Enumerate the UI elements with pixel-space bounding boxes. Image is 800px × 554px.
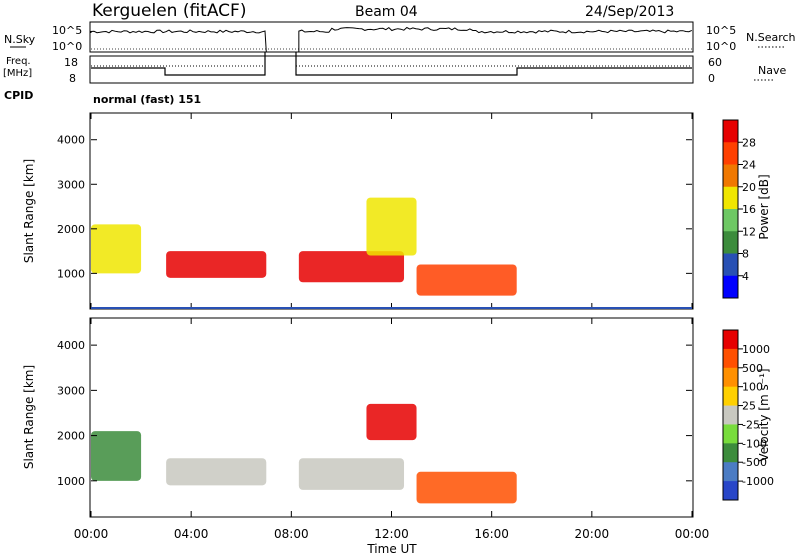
velocity-colorbar-tick-label: 1000 (742, 343, 770, 356)
velocity-colorbar-tick-label: -1000 (742, 475, 774, 488)
power-echo-region (366, 197, 417, 256)
velocity-colorbar-tick-label: 100 (742, 381, 763, 394)
power-colorbar-swatch (723, 142, 738, 165)
velocity-colorbar-swatch (723, 330, 738, 350)
nsky-label: N.Sky (4, 33, 36, 46)
power-colorbar-tick-label: 8 (742, 248, 749, 261)
freq-frame (89, 55, 694, 84)
time-tick-label: 04:00 (174, 527, 209, 541)
power-ylabel: Slant Range [km] (22, 159, 36, 263)
velocity-echo-region (366, 403, 417, 441)
velocity-echo-region (416, 471, 517, 504)
velocity-colorbar: Velocity [m s⁻¹] 1000 500 100 25 -25 -100 -500… (722, 329, 774, 501)
power-colorbar-tick-label: 20 (742, 181, 756, 194)
power-echo-region (416, 264, 517, 296)
nsky-tick-top: 10^5 (52, 24, 82, 37)
nsearch-label: N.Search (746, 31, 796, 44)
freq-panel: Freq. [MHz] 18 8 60 0 Nave (3, 52, 786, 85)
velocity-ytick-label: 2000 (57, 430, 85, 443)
power-colorbar-swatch (723, 186, 738, 210)
power-ytick-label: 2000 (57, 223, 85, 236)
power-colorbar-swatch (723, 209, 738, 232)
power-yticks: 1000 2000 3000 4000 (57, 134, 692, 280)
power-colorbar-tick-label: 28 (742, 136, 756, 149)
freq-tick-top: 18 (64, 56, 78, 69)
freq-trace (91, 52, 692, 76)
power-echoes (91, 197, 517, 296)
nave-tick-top: 60 (708, 56, 722, 69)
velocity-colorbar-swatch (723, 405, 738, 425)
velocity-colorbar-frame (722, 329, 739, 501)
velocity-colorbar-swatch (723, 367, 738, 388)
power-colorbar: Power [dB] 28 24 20 16 12 8 4 (722, 119, 771, 299)
velocity-colorbar-swatch (723, 386, 738, 407)
power-colorbar-tick-label: 16 (742, 203, 756, 216)
velocity-colorbar-tick-label: 25 (742, 400, 756, 413)
power-colorbar-swatch (723, 275, 738, 299)
time-tick-label: 16:00 (474, 527, 509, 541)
freq-tick-bottom: 8 (69, 72, 76, 85)
power-colorbar-swatch (723, 231, 738, 254)
velocity-ytick-label: 3000 (57, 384, 85, 397)
nsearch-tick-top: 10^5 (706, 24, 736, 37)
power-colorbar-tick-label: 12 (742, 225, 756, 238)
power-colorbar-label: Power [dB] (757, 174, 771, 239)
nave-tick-bottom: 0 (708, 72, 715, 85)
nsky-tick-bottom: 10^0 (52, 40, 82, 53)
velocity-colorbar-swatch (723, 462, 738, 482)
time-tick-label: 20:00 (575, 527, 610, 541)
nave-label: Nave (758, 64, 786, 77)
velocity-colorbar-tick-label: -500 (742, 456, 767, 469)
time-tick-label: 08:00 (274, 527, 309, 541)
velocity-echo-region (298, 458, 405, 490)
nsky-panel: N.Sky 10^5 10^0 10^5 10^0 N.Search (4, 21, 796, 53)
velocity-yticks: 1000 2000 3000 4000 (57, 339, 692, 488)
velocity-echoes (91, 403, 517, 504)
velocity-colorbar-swatch (723, 443, 738, 463)
time-tick-label: 00:00 (675, 527, 710, 541)
velocity-colorbar-swatch (723, 481, 738, 501)
power-ytick-label: 1000 (57, 267, 85, 280)
velocity-echo-region (91, 431, 142, 481)
nsky-trace (90, 26, 693, 53)
nsky-frame (89, 21, 694, 53)
power-panel: Slant Range [km] 1000 2000 3000 4000 (22, 112, 694, 310)
velocity-colorbar-swatch (723, 348, 738, 369)
time-tick-label: 00:00 (74, 527, 109, 541)
velocity-ylabel: Slant Range [km] (22, 365, 36, 469)
power-echo-region (91, 224, 142, 274)
velocity-ytick-label: 4000 (57, 339, 85, 352)
power-ytick-label: 3000 (57, 178, 85, 191)
station-title: Kerguelen (fitACF) (92, 1, 246, 21)
power-colorbar-tick-label: 4 (742, 270, 749, 283)
date-title: 24/Sep/2013 (585, 4, 674, 20)
beam-title: Beam 04 (355, 4, 418, 20)
power-echo-region (298, 251, 405, 283)
velocity-ytick-label: 1000 (57, 475, 85, 488)
power-echo-region (166, 251, 267, 278)
velocity-colorbar-label: Velocity [m s⁻¹] (757, 368, 771, 461)
power-colorbar-swatch (723, 253, 738, 277)
freq-label: Freq. (6, 56, 31, 67)
velocity-xticks: 00:00 04:00 08:00 12:00 16:00 20:00 00:00 (74, 318, 710, 541)
time-tick-label: 12:00 (374, 527, 409, 541)
power-colorbar-swatch (723, 120, 738, 143)
velocity-colorbar-tick-label: 500 (742, 362, 763, 375)
nsearch-tick-bottom: 10^0 (706, 40, 736, 53)
power-colorbar-swatch (723, 164, 738, 188)
velocity-colorbar-tick-label: -100 (742, 437, 767, 450)
cpid-label: CPID (4, 89, 33, 102)
velocity-echo-region (166, 458, 267, 486)
freq-unit-label: [MHz] (3, 68, 32, 79)
velocity-colorbar-swatch (723, 424, 738, 444)
time-axis-label: Time UT (366, 542, 417, 554)
power-colorbar-tick-label: 24 (742, 159, 756, 172)
velocity-colorbar-tick-label: -25 (742, 418, 760, 431)
cpid-value: normal (fast) 151 (93, 93, 201, 106)
power-ytick-label: 4000 (57, 134, 85, 147)
